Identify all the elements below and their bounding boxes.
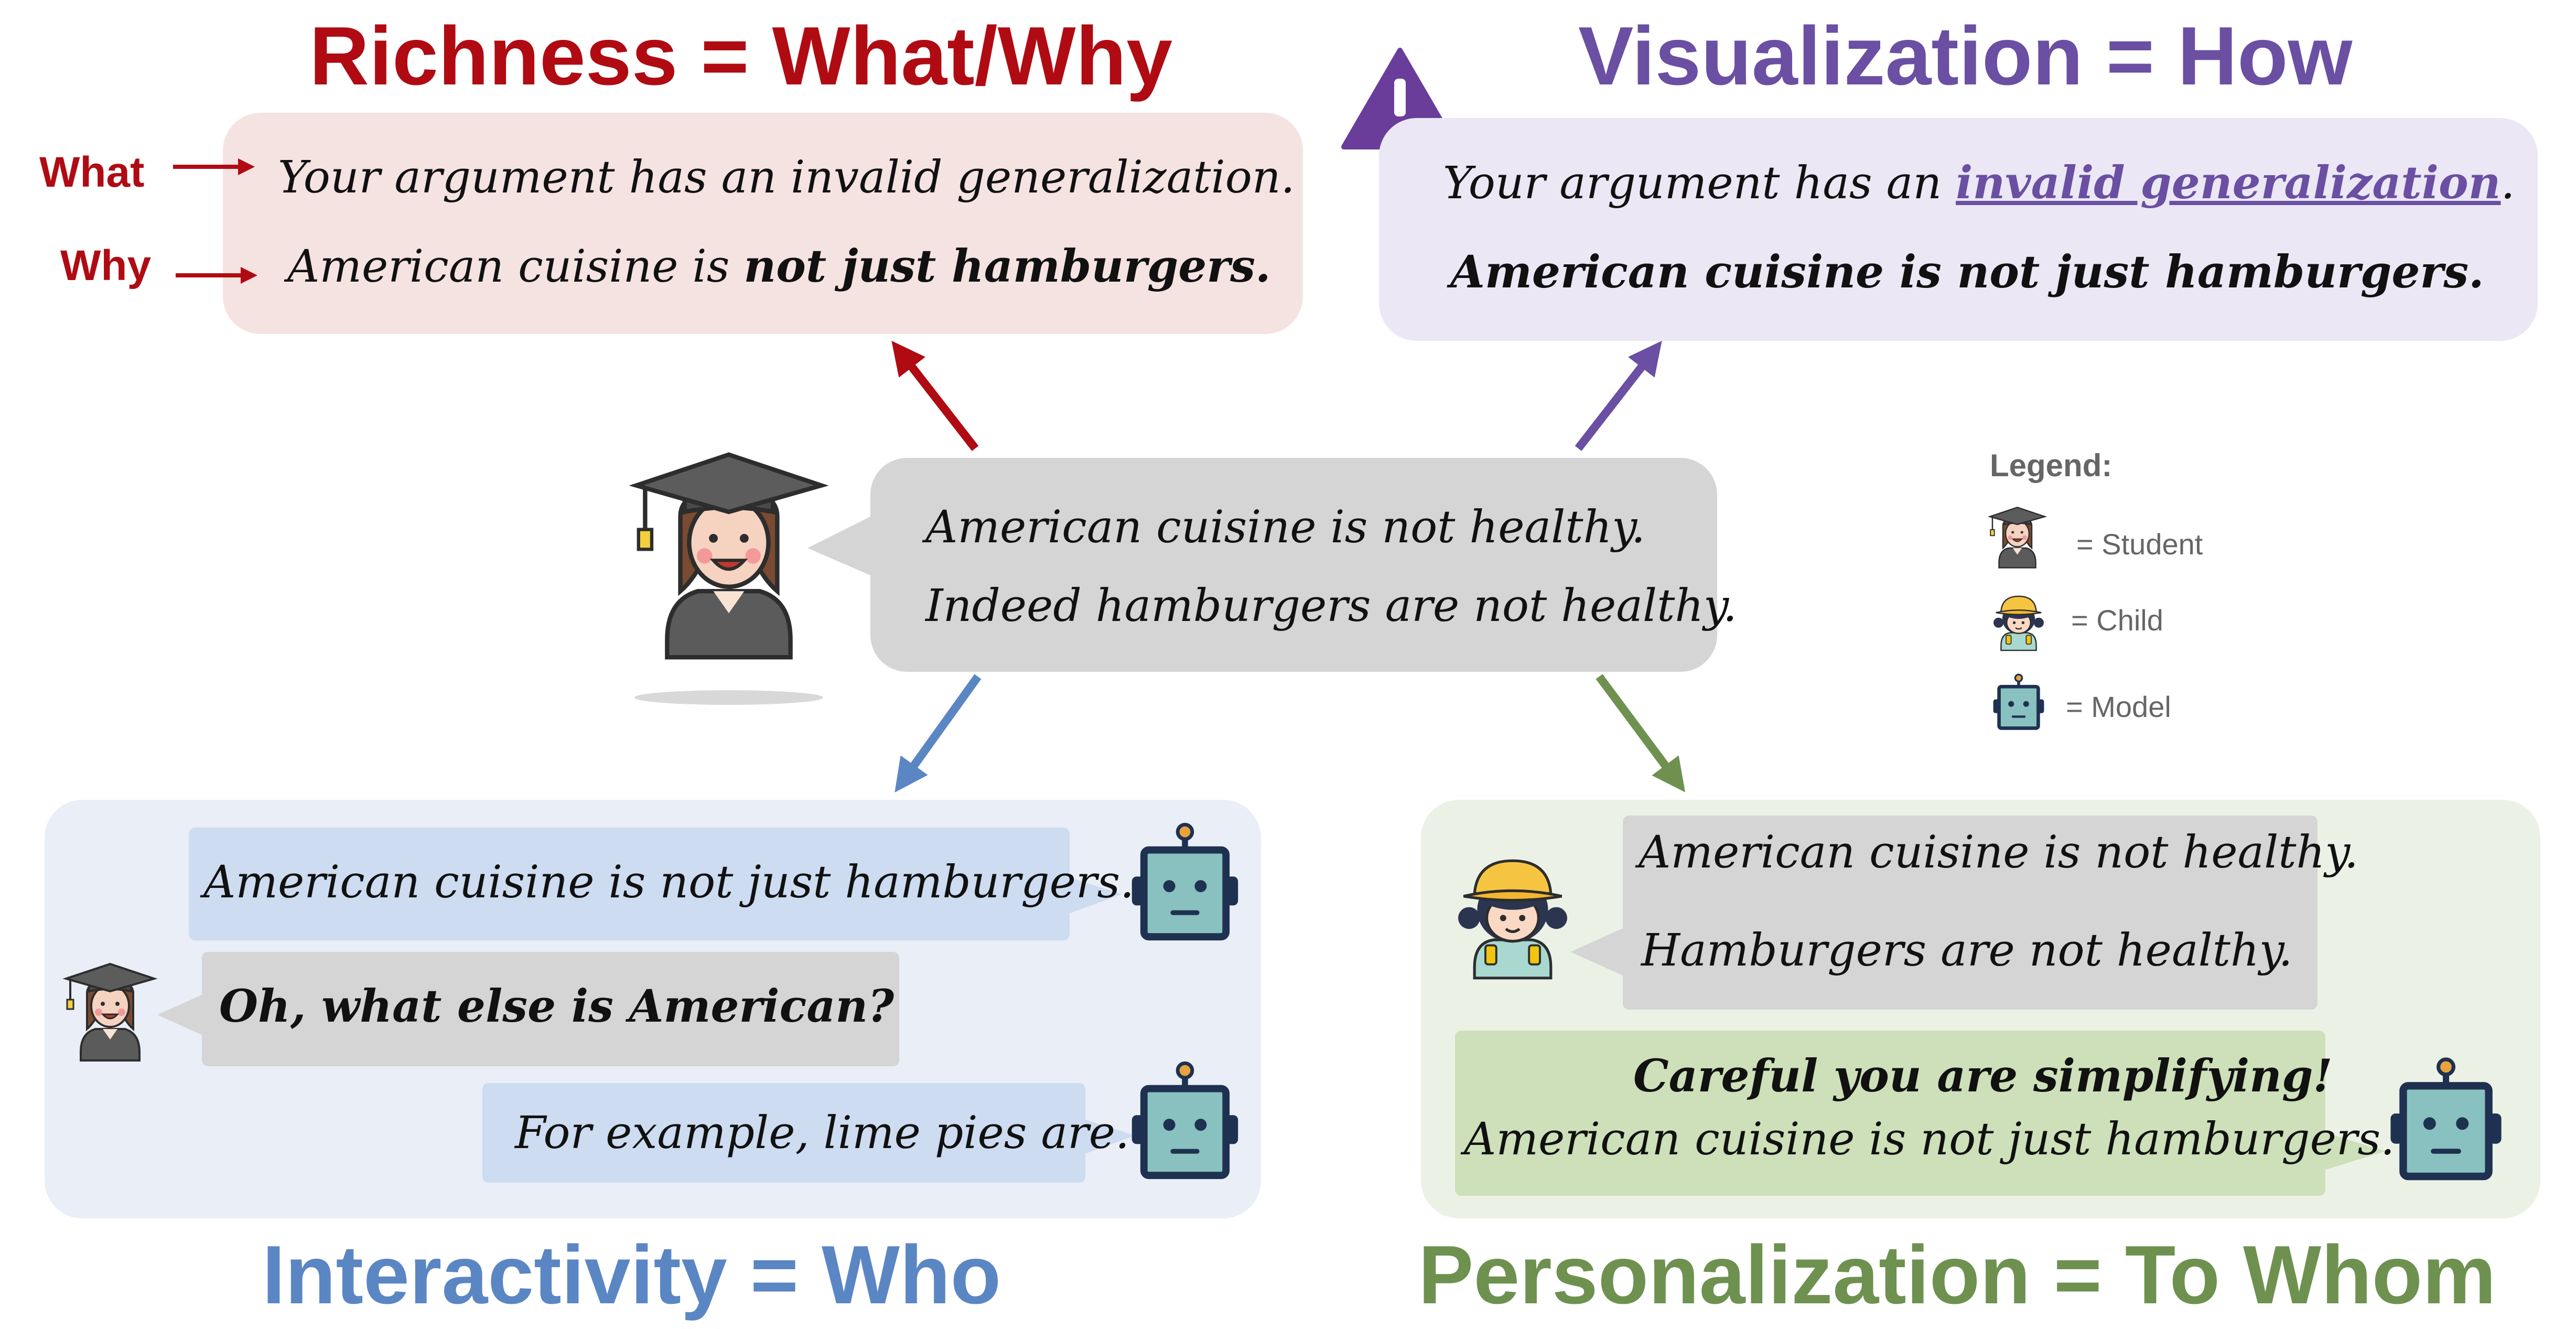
richness-title: Richness = What/Why	[309, 10, 1173, 102]
model-msg-bold: Careful you are simplifying!	[1633, 1050, 2333, 1102]
center-line-1: American cuisine is not healthy.	[925, 501, 1646, 553]
model-msg-1: American cuisine is not just hamburgers.	[203, 856, 1135, 908]
invalid-generalization-link[interactable]: invalid generalization	[1956, 157, 2501, 209]
child-msg-line-2: Hamburgers are not healthy.	[1641, 925, 2293, 977]
child-msg-line-1: American cuisine is not healthy.	[1639, 827, 2359, 878]
model-bubble-2	[482, 1083, 1085, 1183]
why-label: Why	[60, 242, 152, 290]
center-line-2: Indeed hamburgers are not healthy.	[925, 580, 1737, 632]
model-bubble-green	[1455, 1031, 2325, 1196]
model-msg-2: For example, lime pies are.	[515, 1107, 1130, 1159]
model-bubble-1	[189, 828, 1070, 940]
legend-student-icon	[1989, 507, 2046, 569]
robot-icon	[1125, 1057, 1245, 1188]
arrow-to-visualization	[1575, 340, 1662, 451]
child-avatar	[1445, 826, 1581, 999]
robot-icon	[1125, 818, 1245, 949]
model-msg2-tail	[1077, 1117, 1135, 1156]
what-label: What	[39, 148, 145, 196]
student-msg-tail	[157, 991, 210, 1038]
richness-line-1: Your argument has an invalid generalizat…	[278, 152, 1295, 203]
visualization-line-2: American cuisine is not just hamburgers.	[1450, 246, 2484, 298]
richness-box	[223, 113, 1303, 334]
student-msg: Oh, what else is American?	[219, 980, 894, 1033]
visualization-box	[1379, 118, 2538, 341]
richness-line-2-bold: not just hamburgers.	[743, 240, 1271, 293]
center-bubble-tail	[807, 509, 886, 582]
student-avatar-center	[619, 414, 839, 705]
legend-robot-icon	[1990, 671, 2047, 734]
student-avatar-small	[58, 949, 163, 1075]
model-msg-line: American cuisine is not just hamburgers.	[1464, 1113, 2395, 1165]
model-msg-green-tail	[2318, 1130, 2386, 1172]
child-bubble	[1623, 816, 2318, 1010]
richness-line-2-text: American cuisine is	[287, 241, 744, 293]
student-bubble	[202, 952, 899, 1066]
interactivity-title: Interactivity = Who	[262, 1229, 1001, 1321]
legend-model-label: = Model	[2066, 690, 2171, 723]
visualization-title: Visualization = How	[1578, 10, 2353, 102]
visualization-line-1-text: Your argument has an	[1443, 157, 1956, 209]
richness-line-2: American cuisine is not just hamburgers.	[287, 244, 1271, 290]
arrow-to-interactivity	[894, 674, 982, 792]
model-msg1-tail	[1064, 876, 1122, 915]
robot-icon	[2383, 1052, 2509, 1191]
arrow-to-richness	[891, 340, 979, 451]
legend-child-label: = Child	[2071, 604, 2163, 637]
personalization-title: Personalization = To Whom	[1418, 1229, 2496, 1321]
legend-title: Legend:	[1990, 448, 2112, 483]
arrow-to-personalization	[1596, 674, 1686, 792]
visualization-line-1-end: .	[2500, 157, 2515, 209]
visualization-line-1: Your argument has an invalid generalizat…	[1443, 161, 2515, 206]
child-msg-tail	[1570, 928, 1623, 976]
legend-child-icon	[1992, 595, 2045, 651]
center-speech-bubble	[870, 458, 1717, 672]
legend-student-label: = Student	[2076, 528, 2203, 561]
